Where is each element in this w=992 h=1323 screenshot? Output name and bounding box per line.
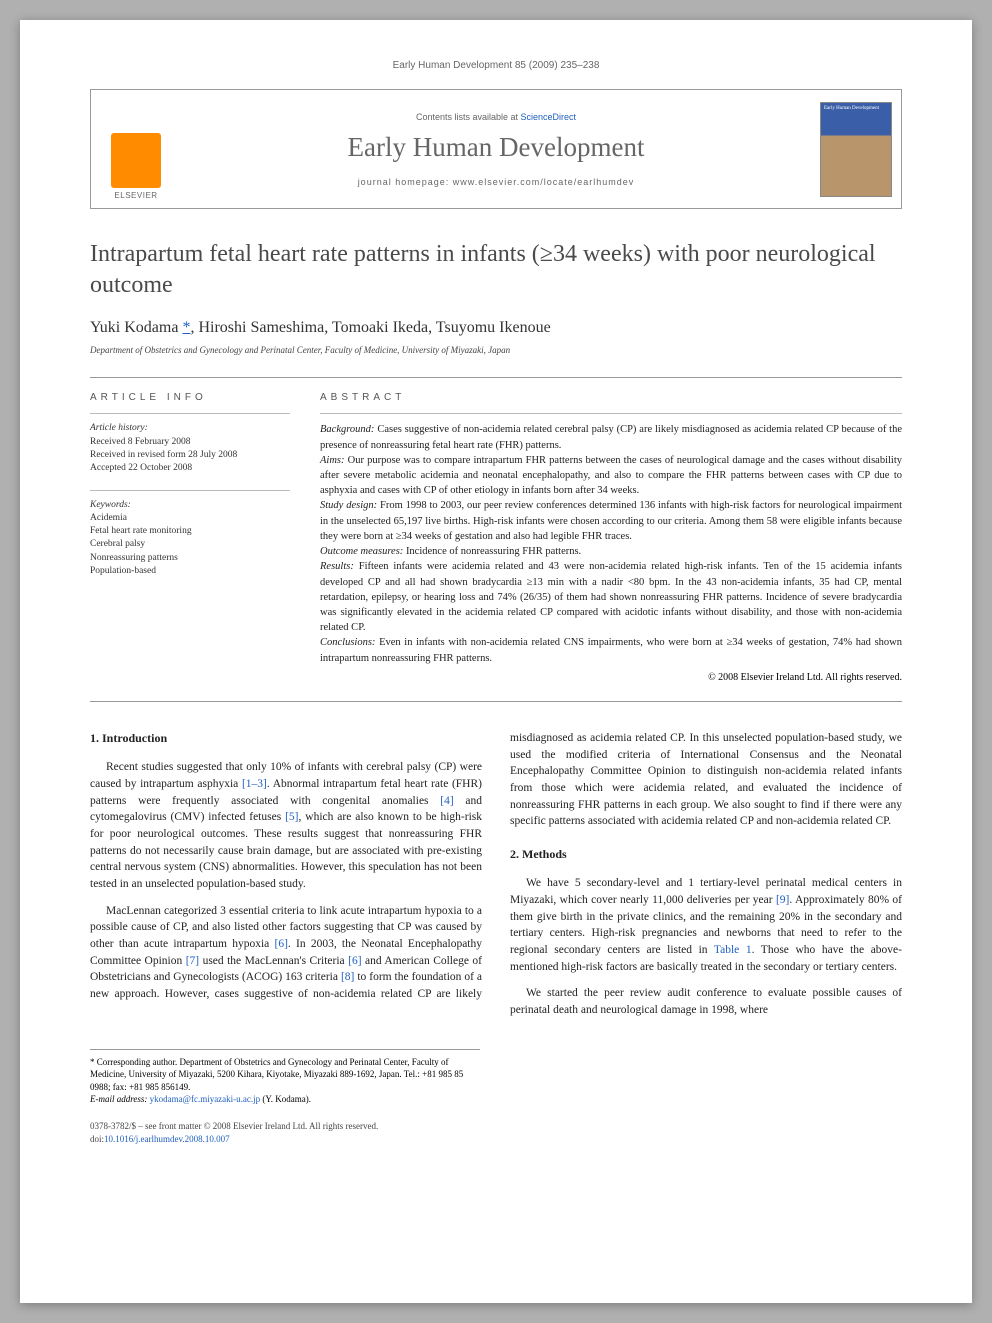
footnotes: * Corresponding author. Department of Ob… bbox=[90, 1049, 480, 1106]
doi-link[interactable]: 10.1016/j.earlhumdev.2008.10.007 bbox=[104, 1134, 230, 1144]
contents-line: Contents lists available at ScienceDirec… bbox=[416, 112, 576, 122]
methods-p2: We started the peer review audit confere… bbox=[510, 985, 902, 1018]
issn-line: 0378-3782/$ – see front matter © 2008 El… bbox=[90, 1120, 902, 1133]
history-label: Article history: bbox=[90, 422, 290, 435]
methods-heading: 2. Methods bbox=[510, 846, 902, 863]
intro-p2-c: used the MacLennan's Criteria bbox=[199, 955, 348, 967]
abstract-heading: ABSTRACT bbox=[320, 392, 902, 403]
journal-homepage: journal homepage: www.elsevier.com/locat… bbox=[358, 177, 635, 187]
table-1-link[interactable]: Table 1 bbox=[714, 944, 752, 956]
ref-1-3[interactable]: [1–3] bbox=[242, 778, 267, 790]
ref-5[interactable]: [5] bbox=[285, 811, 298, 823]
keyword-4: Nonreassuring patterns bbox=[90, 552, 290, 565]
article-history: Article history: Received 8 February 200… bbox=[90, 422, 290, 475]
email-label: E-mail address: bbox=[90, 1094, 150, 1104]
journal-cover-box: Early Human Development bbox=[811, 90, 901, 208]
paper-page: Early Human Development 85 (2009) 235–23… bbox=[20, 20, 972, 1303]
abstract-column: ABSTRACT Background: Cases suggestive of… bbox=[320, 392, 902, 683]
email-suffix: (Y. Kodama). bbox=[260, 1094, 311, 1104]
elsevier-tree-icon bbox=[111, 133, 161, 188]
contents-prefix: Contents lists available at bbox=[416, 112, 521, 122]
design-label: Study design: bbox=[320, 500, 377, 511]
journal-cover-thumbnail: Early Human Development bbox=[820, 102, 892, 197]
bg-text: Cases suggestive of non-acidemia related… bbox=[320, 424, 902, 450]
keyword-5: Population-based bbox=[90, 565, 290, 578]
affiliation: Department of Obstetrics and Gynecology … bbox=[90, 345, 902, 355]
revised-date: Received in revised form 28 July 2008 bbox=[90, 449, 290, 462]
keyword-2: Fetal heart rate monitoring bbox=[90, 525, 290, 538]
publisher-label: ELSEVIER bbox=[114, 191, 157, 200]
ref-9[interactable]: [9] bbox=[776, 894, 789, 906]
methods-p1: We have 5 secondary-level and 1 tertiary… bbox=[510, 875, 902, 975]
info-abstract-row: ARTICLE INFO Article history: Received 8… bbox=[90, 392, 902, 683]
doi-label: doi: bbox=[90, 1134, 104, 1144]
top-divider bbox=[90, 377, 902, 378]
outcome-label: Outcome measures: bbox=[320, 546, 403, 557]
body-divider bbox=[90, 701, 902, 702]
masthead: ELSEVIER Contents lists available at Sci… bbox=[90, 89, 902, 209]
author-1: Yuki Kodama bbox=[90, 319, 178, 336]
ref-7[interactable]: [7] bbox=[186, 955, 199, 967]
authors-rest: , Hiroshi Sameshima, Tomoaki Ikeda, Tsuy… bbox=[190, 319, 550, 336]
article-title: Intrapartum fetal heart rate patterns in… bbox=[90, 239, 902, 301]
article-info-heading: ARTICLE INFO bbox=[90, 392, 290, 403]
keyword-1: Acidemia bbox=[90, 512, 290, 525]
intro-p1: Recent studies suggested that only 10% o… bbox=[90, 759, 482, 892]
keywords-label: Keywords: bbox=[90, 499, 290, 512]
email-link[interactable]: ykodama@fc.miyazaki-u.ac.jp bbox=[150, 1094, 261, 1104]
intro-heading: 1. Introduction bbox=[90, 730, 482, 747]
authors-line: Yuki Kodama *, Hiroshi Sameshima, Tomoak… bbox=[90, 319, 902, 337]
accepted-date: Accepted 22 October 2008 bbox=[90, 462, 290, 475]
email-footnote: E-mail address: ykodama@fc.miyazaki-u.ac… bbox=[90, 1093, 480, 1106]
abstract-rule bbox=[320, 413, 902, 414]
outcome-text: Incidence of nonreassuring FHR patterns. bbox=[406, 546, 581, 557]
masthead-center: Contents lists available at ScienceDirec… bbox=[181, 90, 811, 208]
abstract-copyright: © 2008 Elsevier Ireland Ltd. All rights … bbox=[320, 672, 902, 683]
abstract-text: Background: Cases suggestive of non-acid… bbox=[320, 422, 902, 666]
ref-4[interactable]: [4] bbox=[440, 795, 453, 807]
aims-text: Our purpose was to compare intrapartum F… bbox=[320, 455, 902, 496]
corresponding-footnote: * Corresponding author. Department of Ob… bbox=[90, 1056, 480, 1094]
body-columns: 1. Introduction Recent studies suggested… bbox=[90, 730, 902, 1019]
keywords-block: Keywords: Acidemia Fetal heart rate moni… bbox=[90, 499, 290, 579]
keyword-3: Cerebral palsy bbox=[90, 538, 290, 551]
ref-6b[interactable]: [6] bbox=[348, 955, 361, 967]
elsevier-logo: ELSEVIER bbox=[101, 120, 171, 200]
bottom-matter: 0378-3782/$ – see front matter © 2008 El… bbox=[90, 1120, 902, 1145]
info-rule-1 bbox=[90, 413, 290, 414]
results-label: Results: bbox=[320, 561, 354, 572]
publisher-logo-box: ELSEVIER bbox=[91, 90, 181, 208]
aims-label: Aims: bbox=[320, 455, 345, 466]
running-head: Early Human Development 85 (2009) 235–23… bbox=[90, 60, 902, 71]
bg-label: Background: bbox=[320, 424, 374, 435]
journal-name: Early Human Development bbox=[348, 132, 645, 163]
conclusions-text: Even in infants with non-acidemia relate… bbox=[320, 637, 902, 663]
sciencedirect-link[interactable]: ScienceDirect bbox=[521, 112, 577, 122]
received-date: Received 8 February 2008 bbox=[90, 436, 290, 449]
design-text: From 1998 to 2003, our peer review confe… bbox=[320, 500, 902, 541]
doi-line: doi:10.1016/j.earlhumdev.2008.10.007 bbox=[90, 1133, 902, 1146]
ref-6a[interactable]: [6] bbox=[275, 938, 288, 950]
article-info-column: ARTICLE INFO Article history: Received 8… bbox=[90, 392, 290, 683]
results-text: Fifteen infants were acidemia related an… bbox=[320, 561, 902, 633]
conclusions-label: Conclusions: bbox=[320, 637, 375, 648]
ref-8[interactable]: [8] bbox=[341, 971, 354, 983]
info-rule-2 bbox=[90, 490, 290, 491]
